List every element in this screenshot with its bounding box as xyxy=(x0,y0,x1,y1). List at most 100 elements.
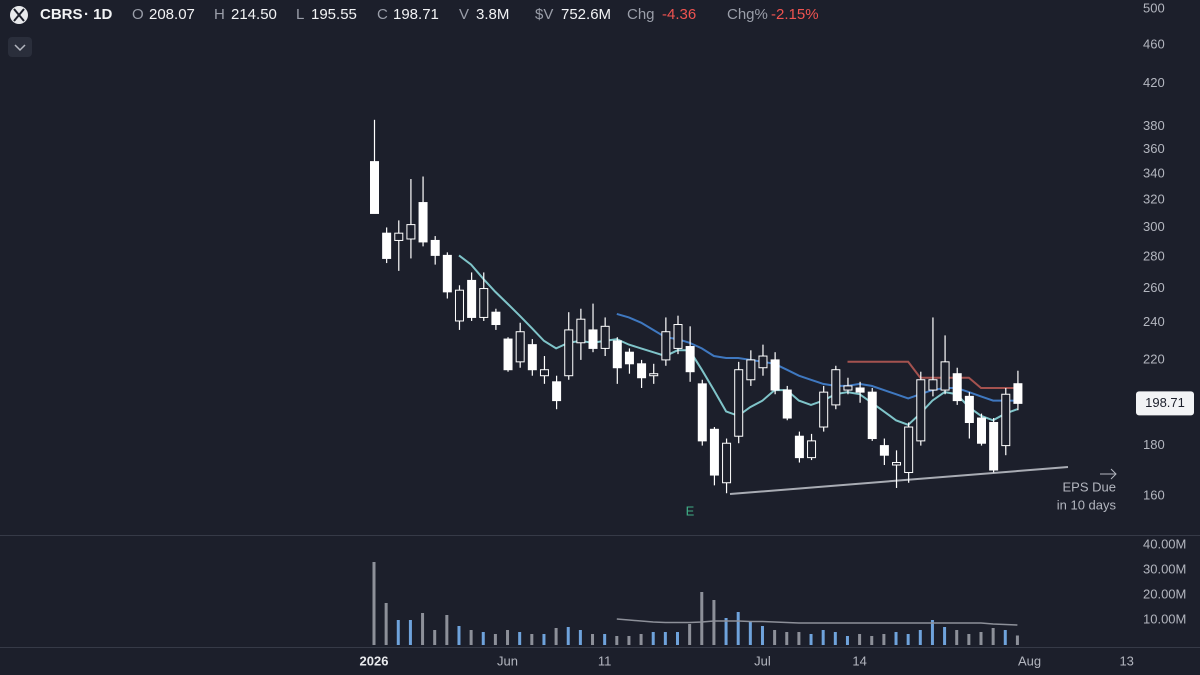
volume-bar xyxy=(688,624,692,645)
eps-note: EPS Due xyxy=(1063,479,1116,494)
volume-bar xyxy=(736,612,740,645)
volume-bar xyxy=(991,628,995,645)
candle-body xyxy=(600,325,610,349)
volume-bar xyxy=(943,627,947,645)
volume-bar xyxy=(615,636,619,645)
candle-body xyxy=(807,440,817,459)
volume-bar xyxy=(676,632,679,645)
volume-bar xyxy=(809,634,813,645)
y-tick-label: 240 xyxy=(1143,314,1165,329)
y-tick-label: 500 xyxy=(1143,1,1165,16)
last-price-label: 198.71 xyxy=(1145,395,1185,410)
candle-body xyxy=(746,359,756,381)
candle-body xyxy=(479,288,489,318)
volume-bar xyxy=(566,627,570,645)
volume-bar xyxy=(894,632,898,645)
volume-tick-label: 30.00M xyxy=(1143,561,1186,576)
volume-bar xyxy=(433,630,437,645)
volume-bar xyxy=(530,634,534,645)
candle-body xyxy=(770,359,780,391)
candle-body xyxy=(552,381,562,402)
candle-body xyxy=(442,254,452,293)
candle-body xyxy=(794,435,804,459)
high-label: H xyxy=(214,6,225,23)
candle-body xyxy=(430,239,440,256)
earnings-marker[interactable]: E xyxy=(686,503,695,518)
candle-body xyxy=(649,373,659,377)
candle-body xyxy=(394,232,404,241)
volume-bar xyxy=(663,632,667,645)
volume-bar xyxy=(603,634,607,645)
candle-body xyxy=(697,383,707,442)
low-value: 195.55 xyxy=(311,6,357,23)
dollar-volume-value: 752.6M xyxy=(561,6,611,23)
volume-bar xyxy=(773,630,777,645)
volume-bar xyxy=(967,634,971,645)
y-tick-label: 180 xyxy=(1143,437,1165,452)
y-tick-label: 360 xyxy=(1143,141,1165,156)
logo-mark xyxy=(13,8,25,22)
volume-bar xyxy=(833,632,837,645)
candle-body xyxy=(612,340,622,369)
candle-body xyxy=(709,428,719,476)
dollar-volume-label: $V xyxy=(535,6,553,23)
candle-body xyxy=(576,318,586,344)
volume-bar xyxy=(918,630,922,645)
candle-body xyxy=(539,369,549,377)
volume-bar xyxy=(785,632,789,645)
volume-bar xyxy=(760,626,764,645)
candle-body xyxy=(758,355,768,369)
y-tick-label: 220 xyxy=(1143,351,1165,366)
candle-body xyxy=(624,351,634,365)
candle-body xyxy=(977,417,986,444)
high-value: 214.50 xyxy=(231,6,277,23)
y-tick-label: 280 xyxy=(1143,248,1165,263)
volume-value: 3.8M xyxy=(476,6,509,23)
volume-bar xyxy=(457,626,461,645)
candle-body xyxy=(673,324,683,349)
moving-average-line xyxy=(616,312,1018,402)
trend-line[interactable] xyxy=(729,466,1069,495)
x-tick-label: Aug xyxy=(1018,653,1041,668)
candle-body xyxy=(989,422,999,471)
volume-bar xyxy=(518,632,522,645)
candle-body xyxy=(637,363,647,379)
volume-bar xyxy=(1015,635,1019,645)
candle-body xyxy=(467,279,477,318)
y-tick-label: 460 xyxy=(1143,36,1165,51)
y-tick-label: 380 xyxy=(1143,118,1165,133)
volume-bar xyxy=(396,620,400,645)
y-tick-label: 160 xyxy=(1143,487,1165,502)
volume-bar xyxy=(554,628,558,645)
y-tick-label: 340 xyxy=(1143,165,1165,180)
volume-bar xyxy=(821,630,825,645)
candle-body xyxy=(564,329,574,377)
eps-note: in 10 days xyxy=(1057,497,1117,512)
volume-average-line xyxy=(616,618,1018,626)
volume-bar xyxy=(651,632,655,645)
x-tick-label: 14 xyxy=(852,653,866,668)
volume-bar xyxy=(372,562,376,645)
volume-bar xyxy=(591,634,595,645)
volume-tick-label: 20.00M xyxy=(1143,586,1186,601)
candle-body xyxy=(491,311,501,326)
volume-bar xyxy=(493,634,497,645)
change-percent-label: Chg% xyxy=(727,6,768,23)
change-value: -4.36 xyxy=(662,6,696,23)
volume-bar xyxy=(481,632,485,645)
candle-body xyxy=(831,369,841,406)
volume-bar xyxy=(700,592,704,645)
volume-bar xyxy=(748,622,752,645)
candle-body xyxy=(819,391,829,428)
candle-body xyxy=(418,202,428,243)
volume-bar xyxy=(870,636,874,645)
x-tick-label: 2026 xyxy=(360,653,389,668)
volume-label: V xyxy=(459,6,469,23)
volume-bar xyxy=(797,632,801,645)
candle-body xyxy=(904,426,914,474)
candle-body xyxy=(370,161,379,214)
candle-body xyxy=(722,442,732,484)
collapse-button[interactable] xyxy=(8,37,32,57)
volume-bar xyxy=(724,618,728,645)
